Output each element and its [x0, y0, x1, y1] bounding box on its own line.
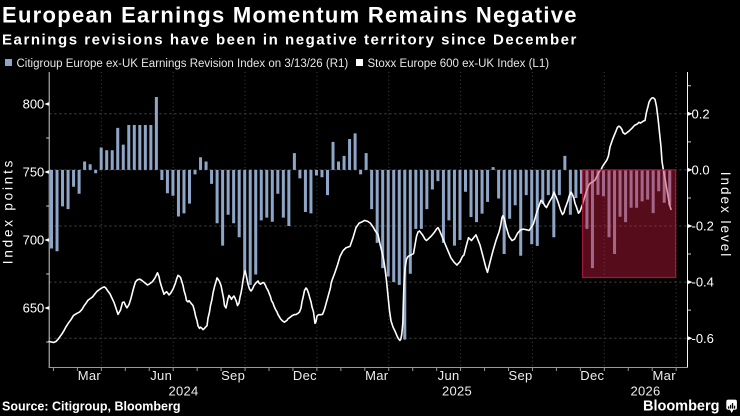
svg-text:Index level: Index level: [718, 172, 733, 259]
svg-text:0.2: 0.2: [692, 106, 710, 121]
svg-text:Index points: Index points: [1, 158, 16, 264]
svg-text:2024: 2024: [168, 384, 198, 399]
svg-text:-0.4: -0.4: [692, 275, 714, 290]
svg-text:Dec: Dec: [293, 368, 317, 383]
svg-text:Earnings revisions have been i: Earnings revisions have been in negative…: [2, 32, 578, 49]
svg-text:Bloomberg: Bloomberg: [643, 399, 720, 415]
svg-text:Mar: Mar: [365, 368, 389, 383]
svg-text:Mar: Mar: [653, 368, 677, 383]
svg-text:750: 750: [23, 165, 45, 180]
svg-text:Source: Citigroup, Bloomberg: Source: Citigroup, Bloomberg: [2, 400, 180, 414]
svg-text:-0.6: -0.6: [692, 331, 714, 346]
svg-text:Sep: Sep: [508, 368, 532, 383]
svg-text:Citigroup Europe ex-UK Earning: Citigroup Europe ex-UK Earnings Revision…: [17, 58, 349, 70]
svg-text:0.0: 0.0: [692, 163, 710, 178]
svg-text:Jun: Jun: [150, 368, 172, 383]
svg-text:700: 700: [23, 233, 45, 248]
svg-text:Jun: Jun: [438, 368, 460, 383]
svg-text:800: 800: [23, 97, 45, 112]
svg-text:European Earnings Momentum Rem: European Earnings Momentum Remains Negat…: [2, 3, 578, 28]
svg-text:Sep: Sep: [221, 368, 245, 383]
svg-text:-0.2: -0.2: [692, 219, 714, 234]
svg-text:Stoxx Europe 600 ex-UK Index (: Stoxx Europe 600 ex-UK Index (L1): [368, 58, 550, 70]
svg-text:2025: 2025: [442, 384, 472, 399]
svg-text:Dec: Dec: [580, 368, 604, 383]
svg-text:2026: 2026: [630, 384, 660, 399]
svg-text:Mar: Mar: [78, 368, 102, 383]
svg-text:650: 650: [23, 301, 45, 316]
